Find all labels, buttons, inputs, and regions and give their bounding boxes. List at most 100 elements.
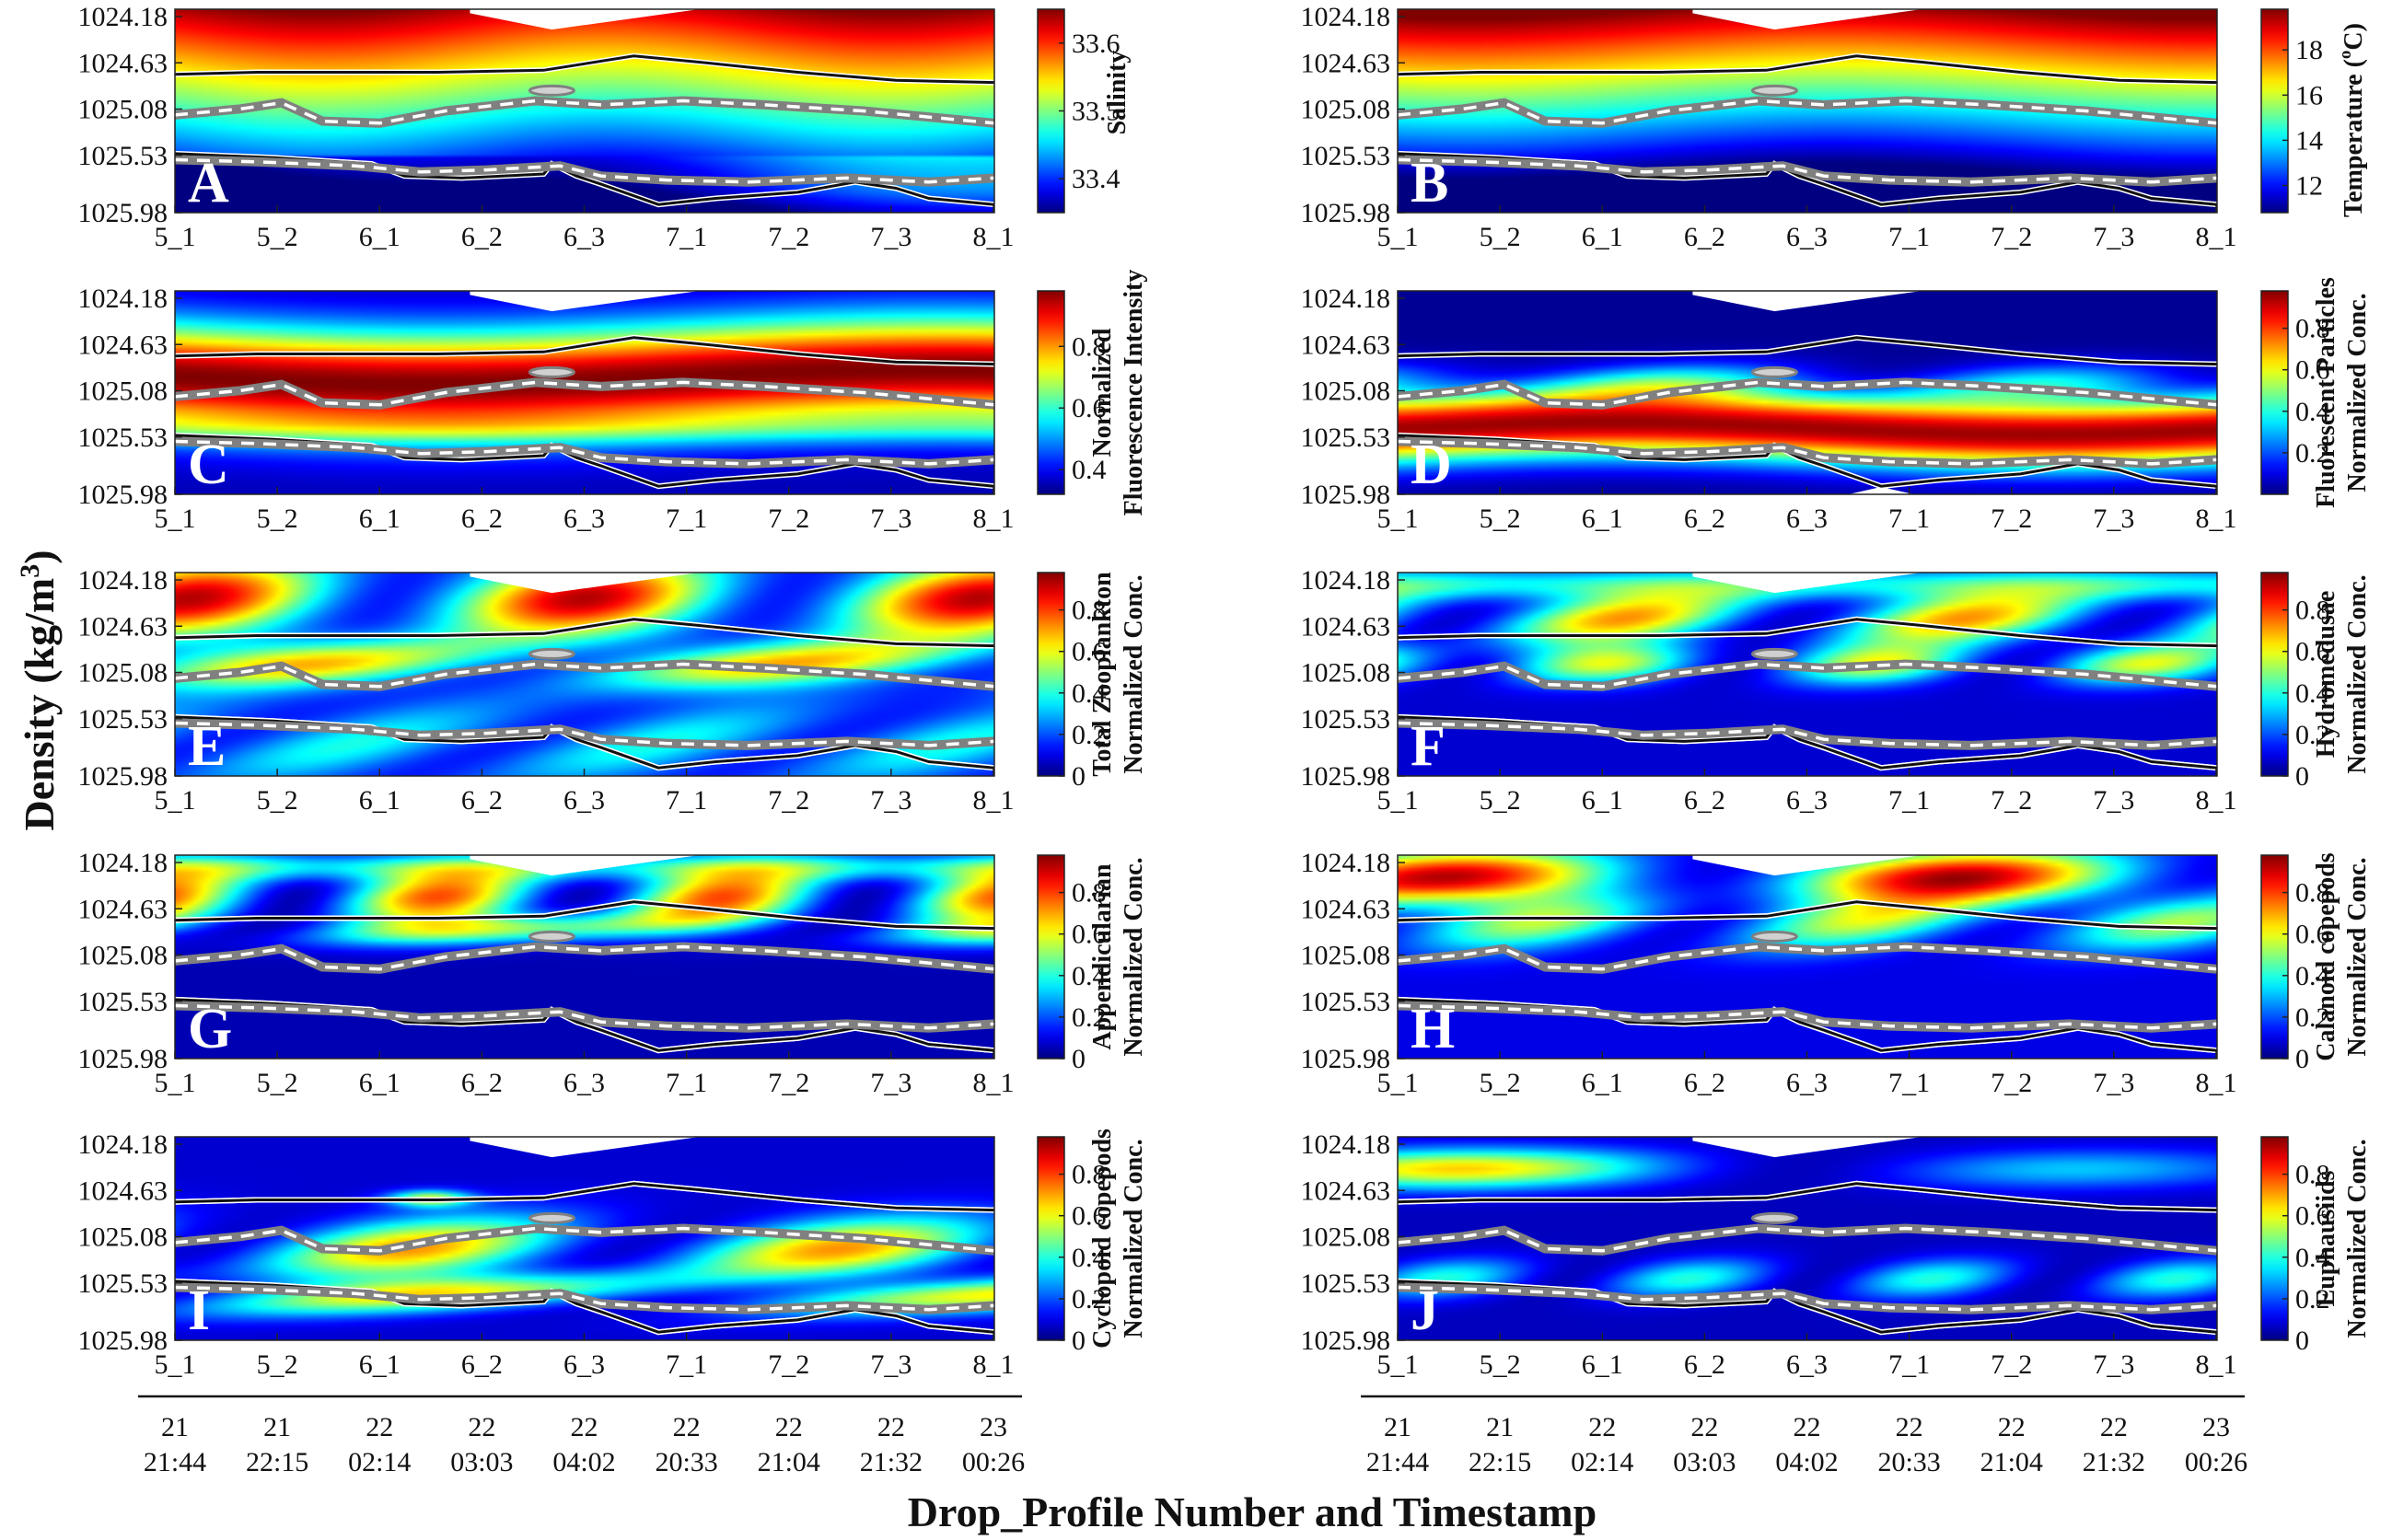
timestamp-time: 00:26 xyxy=(2185,1447,2247,1477)
y-tick-label: 1025.08 xyxy=(78,376,168,407)
timestamp-day: 22 xyxy=(2100,1412,2128,1442)
upper-boundary-line xyxy=(1397,900,2218,931)
colorbar-tick-label: 33.6 xyxy=(1072,29,1121,59)
timestamp-day: 22 xyxy=(877,1412,905,1442)
y-tick-label: 1024.63 xyxy=(1301,1175,1391,1206)
small-eddy-marker xyxy=(1750,930,1798,943)
x-tick-label: 7_1 xyxy=(1888,785,1930,816)
colorbar-tick-label: 0 xyxy=(2295,761,2309,792)
panel-letter: A xyxy=(188,152,229,214)
x-tick-label: 7_2 xyxy=(768,504,809,534)
y-tick-label: 1024.18 xyxy=(1301,565,1391,596)
x-tick-label: 5_1 xyxy=(155,222,196,252)
x-tick-label: 7_3 xyxy=(870,222,912,252)
y-tick-label: 1025.98 xyxy=(78,480,168,510)
colorbar-tick-label: 0.4 xyxy=(2295,397,2330,427)
x-tick-label: 7_3 xyxy=(2093,1068,2134,1098)
x-tick-label: 8_1 xyxy=(2196,222,2237,252)
x-tick-label: 7_3 xyxy=(2093,1349,2134,1380)
colorbar-tick-label: 0.2 xyxy=(2295,1284,2330,1314)
y-tick-label: 1024.63 xyxy=(78,330,168,360)
timestamp-time: 20:33 xyxy=(655,1447,717,1477)
missing-data-notch xyxy=(470,1137,700,1158)
x-tick-label: 7_3 xyxy=(870,1068,912,1098)
colorbar-label: Appendicularian Normalized Conc. xyxy=(1088,857,1148,1056)
y-axis-label-main: Density (kg/m xyxy=(16,578,63,831)
y-tick-label: 1025.08 xyxy=(1301,1222,1391,1253)
y-tick-label: 1024.63 xyxy=(1301,894,1391,924)
timestamp-day: 22 xyxy=(1588,1412,1616,1442)
y-axis-label-tail: ) xyxy=(16,550,63,563)
colorbar-label-text: Salinity xyxy=(1103,51,1132,135)
panel-letter: D xyxy=(1411,434,1452,496)
small-eddy-marker xyxy=(528,647,575,660)
timestamp-day: 22 xyxy=(1794,1412,1821,1442)
timestamp-time: 02:14 xyxy=(1571,1447,1633,1477)
y-tick-label: 1025.98 xyxy=(1301,480,1391,510)
x-tick-label: 6_1 xyxy=(1582,504,1623,534)
colorbar xyxy=(2260,1136,2289,1341)
small-eddy-marker xyxy=(528,930,575,943)
upper-boundary-line xyxy=(174,336,995,366)
colorbar-label-text: Normalized Conc. xyxy=(2343,1139,2372,1337)
y-tick-label: 1025.53 xyxy=(1301,423,1391,453)
panel-e: E 1024.18 1024.63 1025.08 1025.53 1025.985_1 5… xyxy=(78,565,1149,816)
colorbar-tick-label: 0.2 xyxy=(2295,438,2330,469)
colorbar-label-text: Total Zooplankton xyxy=(1088,572,1117,777)
upper-dashed-line xyxy=(174,662,995,689)
x-tick-label: 7_1 xyxy=(1888,1068,1930,1098)
y-tick-label: 1024.63 xyxy=(1301,330,1391,360)
timestamp-day: 22 xyxy=(571,1412,598,1442)
x-tick-label: 6_1 xyxy=(359,504,401,534)
x-tick-label: 6_1 xyxy=(1582,1068,1623,1098)
upper-boundary-line xyxy=(174,618,995,648)
colorbar-label-text: Hydromedusae xyxy=(2312,591,2340,758)
x-tick-label: 6_2 xyxy=(1684,222,1725,252)
x-tick-label: 7_1 xyxy=(666,504,707,534)
y-tick-label: 1025.08 xyxy=(1301,941,1391,971)
colorbar-label-text: Fluorescent Particles xyxy=(2312,277,2340,508)
missing-data-notch xyxy=(470,573,700,594)
colorbar xyxy=(1037,1136,1065,1341)
small-eddy-marker xyxy=(1750,365,1798,378)
panel-i: I 1024.18 1024.63 1025.08 1025.53 1025.985_1 5… xyxy=(78,1129,1149,1380)
x-tick-label: 6_3 xyxy=(563,1349,605,1380)
x-tick-label: 6_1 xyxy=(359,1068,401,1098)
x-tick-label: 7_1 xyxy=(666,1349,707,1380)
colorbar xyxy=(1037,572,1065,777)
colorbar-tick-label: 0.4 xyxy=(1072,961,1107,991)
colorbar-label: Total Zooplankton Normalized Conc. xyxy=(1088,572,1148,777)
x-tick-label: 5_2 xyxy=(1480,222,1521,252)
missing-data-notch xyxy=(1692,1137,1922,1158)
colorbar-tick-label: 0.2 xyxy=(2295,720,2330,750)
timestamp-time: 21:04 xyxy=(758,1447,820,1477)
x-tick-label: 7_3 xyxy=(870,785,912,816)
x-tick-label: 7_2 xyxy=(1991,1349,2032,1380)
y-tick-label: 1025.98 xyxy=(78,1044,168,1074)
colorbar xyxy=(2260,854,2289,1059)
colorbar-label: Cyclopoid copepods Normalized Conc. xyxy=(1088,1129,1148,1349)
upper-boundary-line xyxy=(174,900,995,931)
x-tick-label: 6_1 xyxy=(359,222,401,252)
x-tick-label: 7_2 xyxy=(1991,504,2032,534)
colorbar-label: Hydromedusae Normalized Conc. xyxy=(2312,574,2372,773)
x-tick-label: 8_1 xyxy=(2196,504,2237,534)
y-tick-label: 1024.63 xyxy=(78,48,168,78)
colorbar-label-text: Cyclopoid copepods xyxy=(1088,1129,1117,1349)
y-tick-label: 1024.18 xyxy=(78,2,168,32)
colorbar-label-text: Normalized Conc. xyxy=(2343,857,2372,1056)
colorbar-label-text: Normalized Conc. xyxy=(1120,574,1148,773)
x-tick-label: 7_1 xyxy=(1888,222,1930,252)
colorbar-tick-label: 0.4 xyxy=(2295,961,2330,991)
x-tick-label: 6_3 xyxy=(1786,1349,1828,1380)
y-tick-label: 1025.53 xyxy=(78,423,168,453)
y-tick-label: 1025.53 xyxy=(1301,704,1391,735)
colorbar-label-text: Fluorescence Intensity xyxy=(1120,270,1148,516)
colorbar-label-text: Appendicularian xyxy=(1088,863,1117,1050)
timestamp-time: 00:26 xyxy=(962,1447,1025,1477)
y-tick-label: 1025.98 xyxy=(78,761,168,792)
timestamp-time: 22:15 xyxy=(246,1447,308,1477)
colorbar-label-part: C) xyxy=(2340,23,2368,51)
y-tick-label: 1025.53 xyxy=(78,704,168,735)
timestamp-day: 22 xyxy=(673,1412,701,1442)
